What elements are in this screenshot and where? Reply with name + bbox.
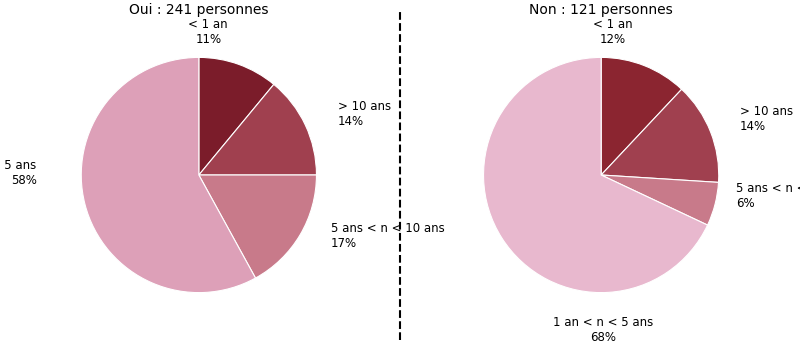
Text: 1 an < n < 5 ans
58%: 1 an < n < 5 ans 58% <box>0 159 37 187</box>
Wedge shape <box>199 84 317 175</box>
Wedge shape <box>483 57 707 293</box>
Wedge shape <box>601 175 718 225</box>
Wedge shape <box>601 89 718 182</box>
Wedge shape <box>199 57 274 175</box>
Text: > 10 ans
14%: > 10 ans 14% <box>338 100 390 128</box>
Wedge shape <box>601 57 682 175</box>
Text: > 10 ans
14%: > 10 ans 14% <box>740 105 793 133</box>
Text: < 1 an
12%: < 1 an 12% <box>593 18 633 46</box>
Title: Non : 121 personnes: Non : 121 personnes <box>530 3 673 17</box>
Wedge shape <box>82 57 255 293</box>
Title: Oui : 241 personnes: Oui : 241 personnes <box>129 3 269 17</box>
Text: 5 ans < n < 10 ans
6%: 5 ans < n < 10 ans 6% <box>736 182 800 210</box>
Text: 5 ans < n < 10 ans
17%: 5 ans < n < 10 ans 17% <box>330 222 444 250</box>
Text: 1 an < n < 5 ans
68%: 1 an < n < 5 ans 68% <box>554 316 654 344</box>
Wedge shape <box>199 175 317 278</box>
Text: < 1 an
11%: < 1 an 11% <box>189 18 228 46</box>
